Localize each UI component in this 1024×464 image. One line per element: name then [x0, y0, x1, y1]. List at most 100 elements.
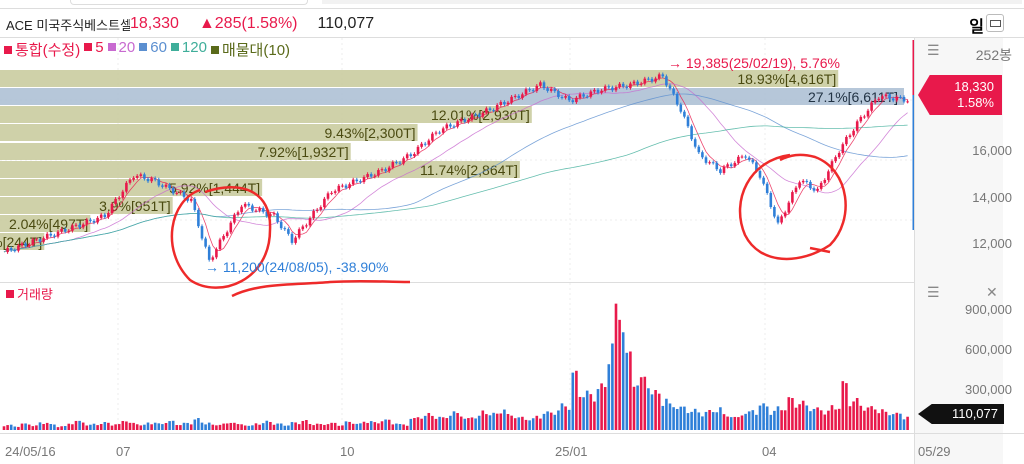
volume-bar	[859, 405, 863, 430]
volume-bar	[672, 407, 675, 430]
search-box[interactable]	[70, 0, 308, 5]
volume-bar	[751, 410, 755, 430]
candle-body	[380, 169, 384, 171]
volume-bar	[722, 414, 726, 430]
volume-bar	[373, 422, 377, 430]
legend-item[interactable]: 5	[84, 39, 104, 60]
volume-bar	[701, 416, 704, 430]
volume-bar	[114, 424, 117, 430]
volume-bar	[333, 422, 337, 430]
candle-body	[495, 104, 499, 111]
volume-bar	[801, 400, 805, 430]
volume-bar	[344, 421, 348, 430]
volume-bar	[279, 423, 283, 430]
period-day-button[interactable]: 일	[969, 19, 984, 36]
candle-body	[906, 101, 909, 103]
candle-body	[553, 88, 557, 92]
volume-bar	[31, 426, 35, 430]
legend-item[interactable]: 통합(수정)	[4, 39, 80, 60]
candle-body	[636, 81, 639, 85]
candle-body	[416, 146, 420, 155]
volume-profile-bar	[0, 215, 91, 232]
candle-body	[769, 192, 773, 208]
maximize-icon[interactable]	[986, 14, 1004, 32]
candle-body	[269, 214, 272, 217]
candle-body	[657, 74, 661, 79]
chart-canvas[interactable]: 1.0%[244T]2.04%[497T]3.9%[951T]5.92%[1,4…	[0, 0, 914, 464]
volume-menu-icon[interactable]: ☰	[927, 284, 940, 300]
candle-body	[150, 178, 153, 182]
volume-bar	[585, 390, 589, 430]
price-tick: 14,000	[972, 190, 1012, 205]
candle-body	[715, 162, 719, 170]
candle-body	[236, 212, 240, 215]
volume-bar	[647, 388, 650, 430]
legend-item[interactable]: 60	[139, 39, 167, 60]
volume-bar	[891, 414, 895, 430]
candle-body	[175, 192, 179, 194]
volume-bar	[765, 406, 769, 430]
volume-profile-label: 9.43%[2,300T]	[325, 125, 416, 141]
candle-body	[661, 74, 665, 77]
candle-body	[877, 98, 881, 101]
candle-body	[71, 225, 74, 231]
volume-bar	[643, 376, 647, 430]
current-price: 18,330	[130, 15, 179, 32]
volume-bar	[629, 351, 632, 430]
legend-swatch	[170, 43, 179, 51]
candle-body	[729, 164, 733, 167]
candle-body	[531, 90, 535, 92]
candle-body	[611, 87, 614, 91]
volume-bar	[650, 394, 654, 430]
legend-item[interactable]: 매물대(10)	[210, 39, 290, 60]
candle-body	[881, 96, 884, 99]
price-menu-icon[interactable]: ☰	[927, 42, 940, 58]
volume-bar	[819, 410, 823, 430]
candle-body	[463, 119, 467, 122]
volume-bar	[225, 423, 229, 430]
candle-body	[99, 214, 103, 218]
price-tick: 12,000	[972, 236, 1012, 251]
candle-body	[441, 128, 445, 133]
candle-body	[888, 94, 891, 99]
candle-body	[297, 229, 301, 238]
volume-bar	[240, 424, 243, 430]
legend-swatch	[107, 43, 116, 51]
volume-bar	[359, 423, 362, 430]
volume-bar	[596, 389, 600, 430]
volume-bar	[2, 426, 6, 430]
volume-bar	[733, 416, 737, 430]
close-volume-icon[interactable]: ✕	[986, 284, 998, 300]
volume-bar	[189, 424, 193, 430]
candle-body	[312, 210, 315, 219]
volume-bar	[269, 421, 272, 430]
candle-body	[895, 96, 899, 101]
volume-bar	[848, 406, 852, 430]
legend-item[interactable]: 120	[170, 39, 207, 60]
candle-body	[650, 78, 654, 82]
candle-body	[38, 239, 42, 242]
candle-body	[701, 152, 704, 158]
candle-body	[261, 208, 265, 212]
legend-item[interactable]: 20	[107, 39, 135, 60]
candle-body	[413, 154, 416, 157]
volume-bar	[571, 372, 575, 430]
candle-body	[369, 174, 373, 177]
candle-body	[405, 154, 409, 159]
volume-bar	[639, 377, 643, 430]
red-circle-annotation	[738, 153, 847, 261]
candle-body	[600, 90, 603, 93]
candle-body	[341, 185, 344, 187]
candle-body	[614, 87, 618, 91]
volume-bar	[452, 411, 456, 430]
candle-body	[870, 102, 873, 111]
volume-bar	[74, 420, 78, 430]
candle-body	[827, 171, 830, 180]
volume-bar	[881, 409, 884, 430]
candle-body	[135, 175, 139, 178]
candle-body	[362, 177, 366, 183]
volume-bar	[665, 398, 668, 430]
pane-divider[interactable]	[0, 282, 914, 283]
low-annotation: → 11,200(24/08/05), -38.90%	[205, 259, 389, 275]
volume-bar	[323, 424, 326, 430]
